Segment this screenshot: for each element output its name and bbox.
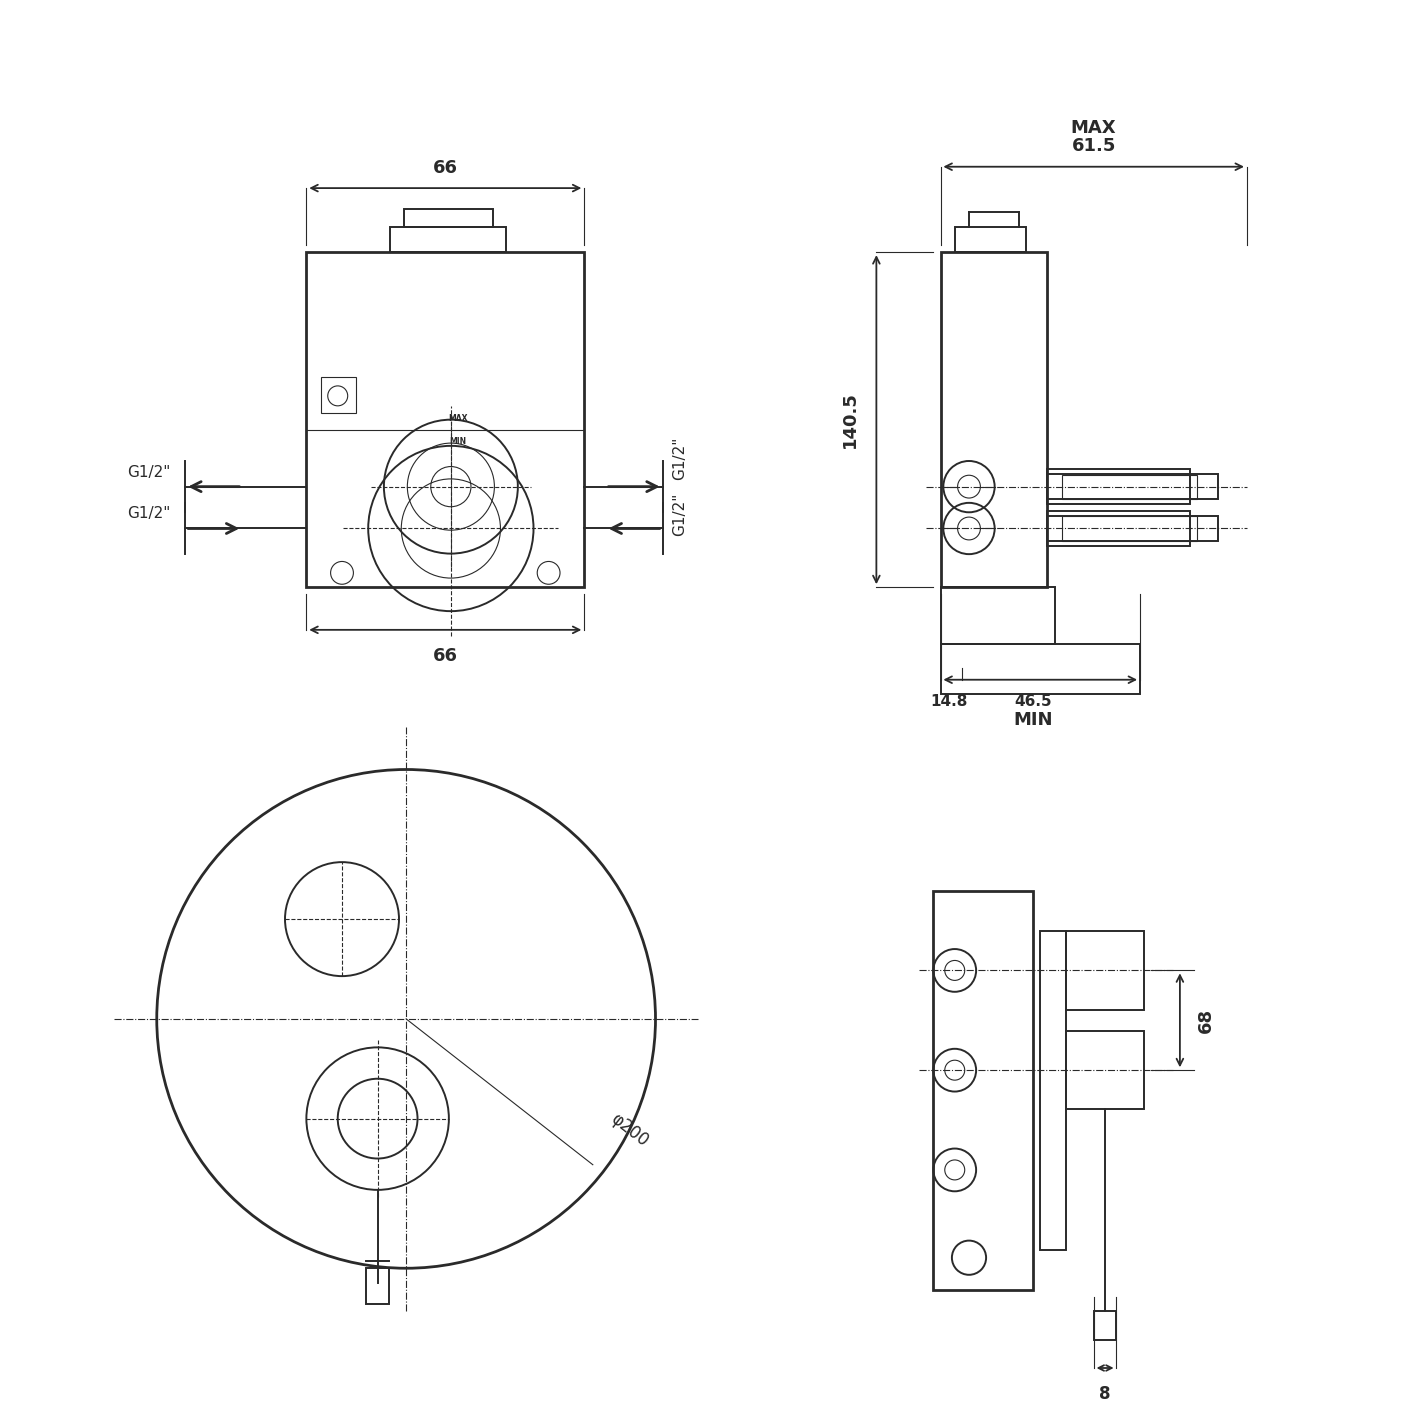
Text: φ200: φ200 bbox=[607, 1110, 651, 1150]
Text: MIN: MIN bbox=[1013, 711, 1053, 730]
Bar bbox=[940, 644, 1140, 694]
Bar bbox=[1066, 1032, 1144, 1109]
Bar bbox=[1066, 932, 1144, 1009]
Bar bbox=[389, 227, 506, 252]
Text: MAX: MAX bbox=[449, 413, 467, 423]
Bar bbox=[933, 891, 1033, 1290]
Text: 46.5: 46.5 bbox=[1015, 694, 1052, 710]
Bar bbox=[1062, 475, 1197, 499]
Text: 140.5: 140.5 bbox=[841, 392, 859, 447]
Text: 8: 8 bbox=[1099, 1385, 1112, 1404]
Text: 66: 66 bbox=[433, 647, 457, 665]
Text: G1/2": G1/2" bbox=[128, 465, 171, 480]
Text: 68: 68 bbox=[1197, 1007, 1216, 1033]
Bar bbox=[1047, 510, 1190, 546]
Text: G1/2": G1/2" bbox=[673, 492, 688, 536]
Bar bbox=[1062, 516, 1197, 540]
Bar bbox=[940, 252, 1047, 587]
Bar bbox=[955, 227, 1026, 252]
Bar bbox=[1047, 475, 1218, 499]
Bar bbox=[366, 1268, 389, 1304]
Text: 66: 66 bbox=[433, 158, 457, 177]
Text: G1/2": G1/2" bbox=[673, 436, 688, 480]
Text: MIN: MIN bbox=[449, 437, 466, 446]
Bar bbox=[306, 252, 584, 587]
Bar bbox=[403, 209, 493, 227]
Text: 61.5: 61.5 bbox=[1072, 137, 1116, 155]
Bar bbox=[1047, 516, 1218, 542]
Bar bbox=[940, 587, 1054, 644]
Bar bbox=[1094, 1311, 1116, 1339]
Text: 14.8: 14.8 bbox=[931, 694, 968, 710]
Bar bbox=[321, 378, 356, 413]
Bar bbox=[1040, 931, 1066, 1250]
Text: G1/2": G1/2" bbox=[128, 506, 171, 522]
Text: MAX: MAX bbox=[1070, 118, 1117, 137]
Bar bbox=[1047, 469, 1190, 504]
